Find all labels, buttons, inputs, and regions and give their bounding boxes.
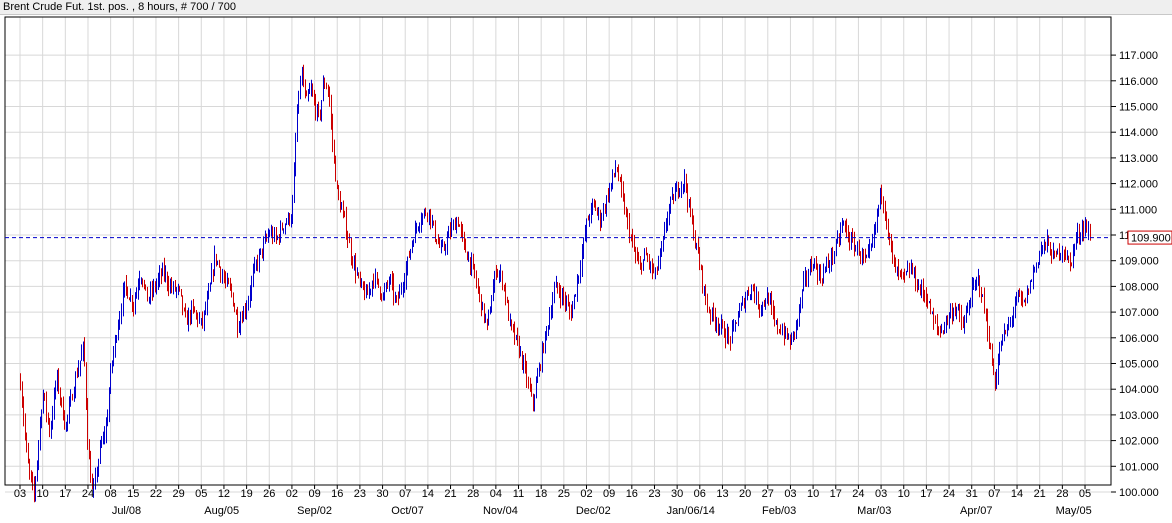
x-day-label: 18	[535, 488, 547, 500]
x-day-label: 16	[626, 488, 638, 500]
x-month-label: Jan/06/14	[667, 505, 715, 517]
x-month-label: Jul/08	[112, 505, 141, 517]
x-day-label: 29	[172, 488, 184, 500]
x-day-label: 17	[830, 488, 842, 500]
x-day-label: 14	[422, 488, 434, 500]
x-day-label: 10	[37, 488, 49, 500]
x-day-label: 14	[1011, 488, 1023, 500]
x-month-label: Feb/03	[762, 505, 796, 517]
x-month-label: Sep/02	[297, 505, 332, 517]
x-day-label: 04	[490, 488, 502, 500]
x-day-label: 12	[218, 488, 230, 500]
x-month-label: Oct/07	[391, 505, 423, 517]
y-tick-label: 117.000	[1119, 50, 1158, 62]
x-day-label: 28	[1056, 488, 1068, 500]
x-day-label: 22	[150, 488, 162, 500]
y-tick-label: 115.000	[1119, 102, 1158, 114]
x-day-label: 30	[671, 488, 683, 500]
y-tick-label: 104.000	[1119, 384, 1159, 396]
x-day-label: 23	[648, 488, 660, 500]
x-day-label: 08	[105, 488, 117, 500]
last-price-box	[1127, 230, 1172, 245]
y-tick-label: 114.000	[1119, 127, 1158, 139]
x-day-label: 10	[898, 488, 910, 500]
x-month-label: Nov/04	[483, 505, 518, 517]
y-tick-label: 101.000	[1119, 461, 1159, 473]
y-tick-label: 102.000	[1119, 436, 1159, 448]
x-day-label: 15	[127, 488, 139, 500]
x-day-label: 23	[354, 488, 366, 500]
x-day-label: 13	[716, 488, 728, 500]
x-day-label: 19	[240, 488, 252, 500]
x-day-label: 21	[1034, 488, 1046, 500]
y-tick-label: 113.000	[1119, 153, 1158, 165]
x-day-label: 09	[308, 488, 320, 500]
x-day-label: 09	[603, 488, 615, 500]
x-day-label: 27	[762, 488, 774, 500]
x-day-label: 26	[263, 488, 275, 500]
x-day-label: 21	[444, 488, 456, 500]
x-day-label: 03	[875, 488, 887, 500]
grid	[5, 17, 1111, 493]
axes	[4, 16, 1116, 493]
y-tick-label: 100.000	[1119, 487, 1159, 499]
x-day-label: 17	[920, 488, 932, 500]
x-day-label: 30	[376, 488, 388, 500]
y-tick-label: 112.000	[1119, 179, 1158, 191]
x-month-label: Mar/03	[857, 505, 891, 517]
x-day-label: 31	[966, 488, 978, 500]
y-tick-label: 106.000	[1119, 333, 1159, 345]
x-month-label: Apr/07	[960, 505, 992, 517]
title-bar: Brent Crude Fut. 1st. pos. , 8 hours, # …	[0, 0, 1172, 15]
x-day-label: 02	[580, 488, 592, 500]
y-tick-label: 116.000	[1119, 76, 1158, 88]
x-month-label: May/05	[1056, 505, 1092, 517]
x-day-label: 10	[807, 488, 819, 500]
y-tick-label: 107.000	[1119, 307, 1159, 319]
x-day-label: 20	[739, 488, 751, 500]
x-day-label: 25	[558, 488, 570, 500]
y-tick-label: 103.000	[1119, 410, 1159, 422]
x-day-label: 07	[399, 488, 411, 500]
x-day-label: 06	[694, 488, 706, 500]
x-day-label: 11	[513, 488, 524, 500]
y-tick-label: 105.000	[1119, 359, 1159, 371]
x-day-label: 07	[988, 488, 1000, 500]
x-day-label: 24	[943, 488, 955, 500]
x-day-label: 16	[331, 488, 343, 500]
plot-frame	[4, 16, 1112, 486]
x-day-label: 03	[14, 488, 26, 500]
x-day-label: 05	[1079, 488, 1091, 500]
x-month-label: Aug/05	[204, 505, 239, 517]
x-day-label: 03	[784, 488, 796, 500]
x-day-label: 02	[286, 488, 298, 500]
axis-labels: 100.000 101.000 102.000 103.000 104.000 105.0…	[14, 50, 1159, 517]
x-day-label: 24	[82, 488, 94, 500]
x-month-label: Dec/02	[576, 505, 611, 517]
last-price-label: 109.900	[1131, 233, 1171, 245]
y-tick-label: 109.000	[1119, 256, 1159, 268]
x-day-label: 24	[852, 488, 864, 500]
x-day-label: 28	[467, 488, 479, 500]
last-price-marker: 109.900	[5, 230, 1172, 245]
x-day-label: 05	[195, 488, 207, 500]
x-day-label: 17	[59, 488, 71, 500]
y-tick-label: 111.000	[1119, 204, 1157, 216]
y-tick-label: 108.000	[1119, 281, 1159, 293]
candles	[20, 64, 1091, 503]
chart-title: Brent Crude Fut. 1st. pos. , 8 hours, # …	[3, 1, 236, 13]
